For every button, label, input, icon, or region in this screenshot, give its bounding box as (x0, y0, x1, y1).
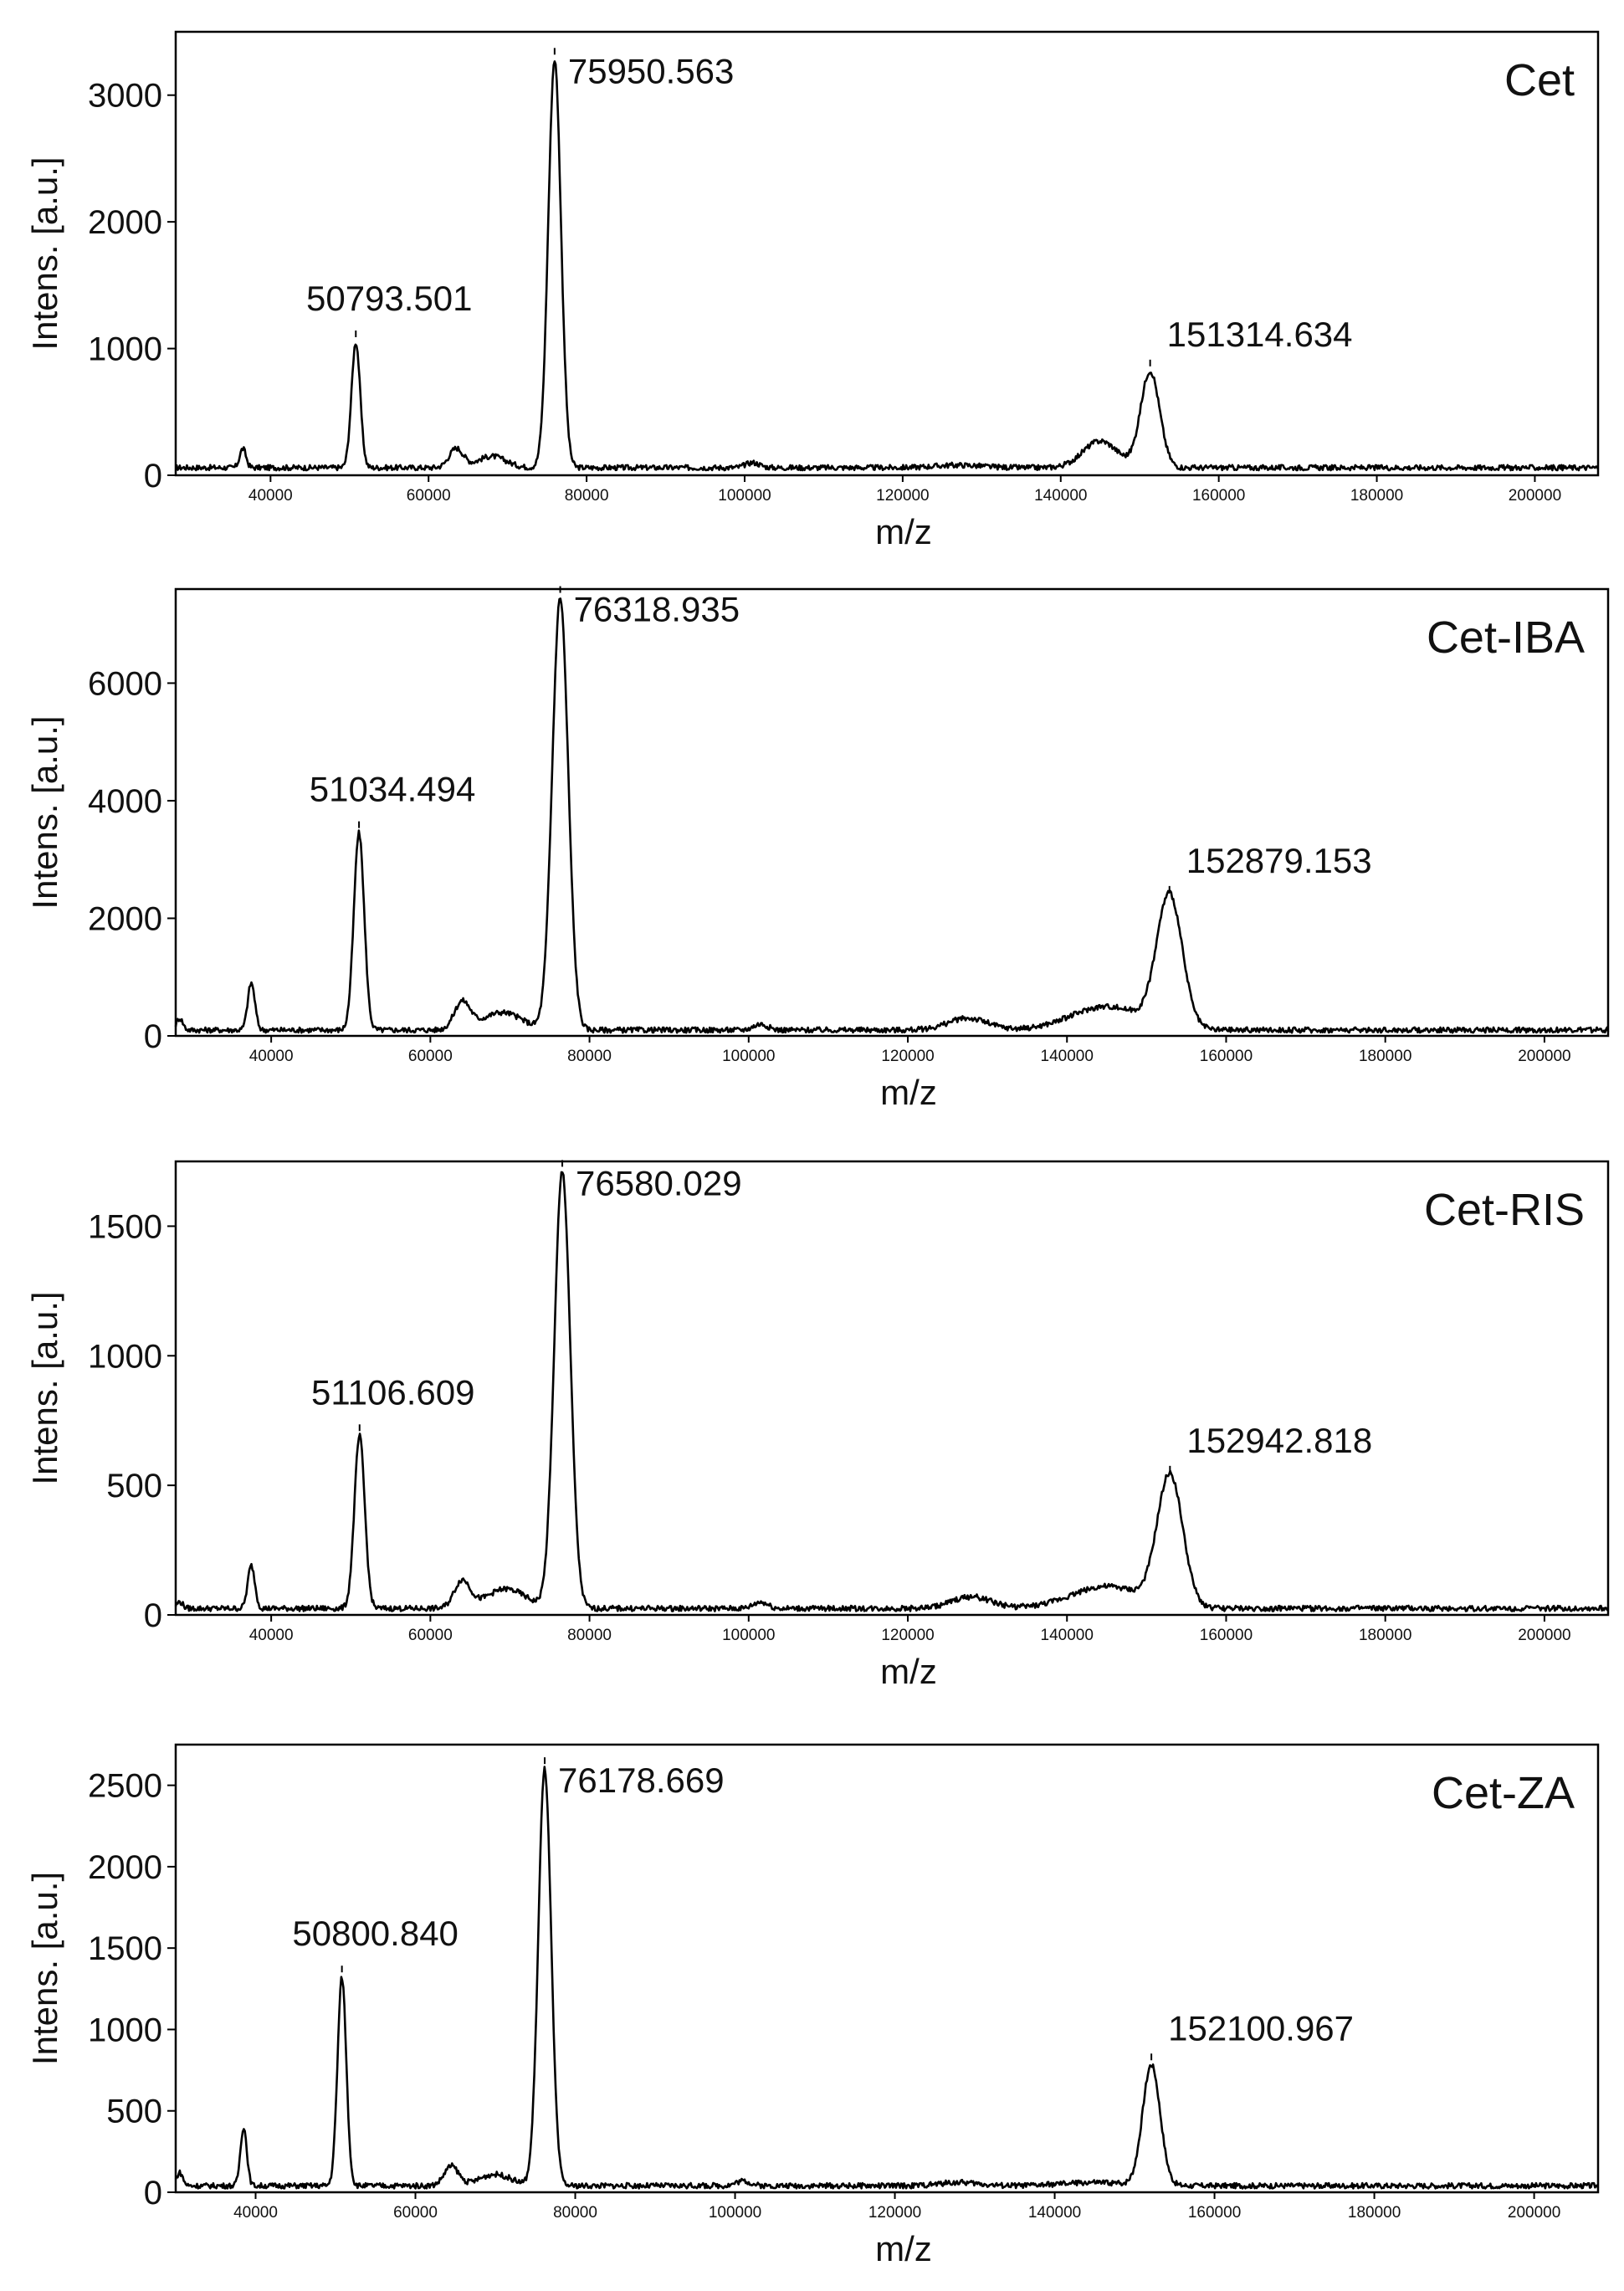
y-tick-label: 500 (106, 1468, 162, 1504)
x-tick-label: 80000 (553, 2204, 597, 2222)
x-tick-label: 200000 (1518, 1627, 1570, 1644)
spectrum-trace (174, 1171, 1609, 1612)
x-tick-label: 120000 (881, 1048, 934, 1065)
panel-label: Cet (1504, 55, 1575, 105)
x-axis-label: m/z (875, 512, 932, 551)
y-tick-label: 500 (106, 2094, 162, 2130)
x-tick-label: 120000 (868, 2204, 921, 2222)
x-tick-label: 40000 (249, 1048, 294, 1065)
peak-label: 51106.609 (311, 1372, 474, 1412)
x-tick-label: 160000 (1188, 2204, 1241, 2222)
spectrum-trace (174, 597, 1610, 1034)
panel-label: Cet-IBA (1427, 612, 1585, 663)
peak-label: 51034.494 (310, 770, 476, 809)
peak-label: 152942.818 (1186, 1421, 1372, 1460)
panel-label: Cet-ZA (1432, 1768, 1575, 1818)
x-tick-label: 140000 (1041, 1048, 1094, 1065)
peak-label: 151314.634 (1167, 315, 1353, 354)
y-tick-label: 1500 (88, 1930, 162, 1967)
y-tick-label: 1000 (88, 1338, 162, 1375)
spectrum-trace (175, 60, 1600, 472)
peak-label: 75950.563 (568, 51, 735, 90)
plot-frame (174, 1743, 1600, 2194)
x-tick-label: 160000 (1200, 1627, 1253, 1644)
x-axis-label: m/z (880, 1652, 937, 1691)
peak-label: 76178.669 (558, 1761, 725, 1800)
y-tick-label: 6000 (88, 665, 162, 702)
x-tick-label: 40000 (233, 2204, 278, 2222)
spectrum-panel-2 (167, 586, 1610, 1043)
plot-frame (174, 587, 1610, 1038)
plot-frame (174, 30, 1600, 477)
y-tick-label: 3000 (88, 78, 162, 115)
peak-label: 152879.153 (1186, 841, 1372, 880)
y-tick-label: 0 (144, 1597, 162, 1634)
x-tick-label: 200000 (1518, 1048, 1570, 1065)
x-tick-label: 180000 (1359, 1627, 1411, 1644)
x-tick-label: 60000 (408, 1048, 453, 1065)
x-axis-label: m/z (880, 1073, 937, 1112)
y-tick-label: 1500 (88, 1208, 162, 1245)
x-tick-label: 60000 (393, 2204, 438, 2222)
spectrum-panel-3 (167, 1160, 1610, 1622)
panel-label: Cet-RIS (1424, 1185, 1585, 1235)
peak-label: 152100.967 (1168, 2008, 1354, 2048)
x-tick-label: 180000 (1359, 1048, 1411, 1065)
x-tick-label: 180000 (1350, 487, 1403, 505)
x-tick-label: 180000 (1348, 2204, 1401, 2222)
y-tick-label: 2000 (88, 900, 162, 937)
plot-frame (174, 1160, 1610, 1617)
y-tick-label: 2000 (88, 1849, 162, 1886)
y-tick-label: 2000 (88, 204, 162, 241)
peak-label: 76580.029 (576, 1163, 742, 1202)
y-tick-label: 0 (144, 458, 162, 495)
y-axis-label: Intens. [a.u.] (25, 1291, 64, 1484)
x-tick-label: 200000 (1509, 487, 1561, 505)
x-tick-label: 120000 (881, 1627, 934, 1644)
y-axis-label: Intens. [a.u.] (25, 156, 64, 350)
x-tick-label: 100000 (722, 1627, 775, 1644)
y-axis-label: Intens. [a.u.] (25, 715, 64, 909)
x-tick-label: 140000 (1028, 2204, 1081, 2222)
x-tick-label: 40000 (248, 487, 293, 505)
y-tick-label: 1000 (88, 2012, 162, 2048)
peak-label: 50793.501 (306, 279, 473, 318)
y-tick-label: 2500 (88, 1768, 162, 1805)
spectrum-panel-1 (167, 30, 1600, 482)
x-tick-label: 100000 (722, 1048, 775, 1065)
x-tick-label: 80000 (565, 487, 609, 505)
y-tick-label: 0 (144, 1018, 162, 1055)
x-tick-label: 80000 (567, 1048, 612, 1065)
spectrum-trace (174, 1766, 1600, 2190)
x-tick-label: 60000 (407, 487, 451, 505)
x-tick-label: 120000 (876, 487, 929, 505)
x-tick-label: 160000 (1192, 487, 1245, 505)
x-tick-label: 60000 (408, 1627, 453, 1644)
x-tick-label: 100000 (709, 2204, 761, 2222)
x-tick-label: 140000 (1041, 1627, 1094, 1644)
peak-label: 50800.840 (292, 1914, 459, 1953)
spectrum-panel-4 (167, 1743, 1600, 2199)
x-tick-label: 40000 (249, 1627, 294, 1644)
x-tick-label: 160000 (1200, 1048, 1253, 1065)
peak-label: 76318.935 (574, 590, 740, 629)
y-tick-label: 4000 (88, 783, 162, 820)
y-axis-label: Intens. [a.u.] (25, 1872, 64, 2065)
x-tick-label: 200000 (1508, 2204, 1560, 2222)
x-tick-label: 140000 (1034, 487, 1087, 505)
x-tick-label: 100000 (718, 487, 771, 505)
x-tick-label: 80000 (567, 1627, 612, 1644)
y-tick-label: 1000 (88, 331, 162, 368)
x-axis-label: m/z (875, 2229, 932, 2268)
y-tick-label: 0 (144, 2175, 162, 2212)
